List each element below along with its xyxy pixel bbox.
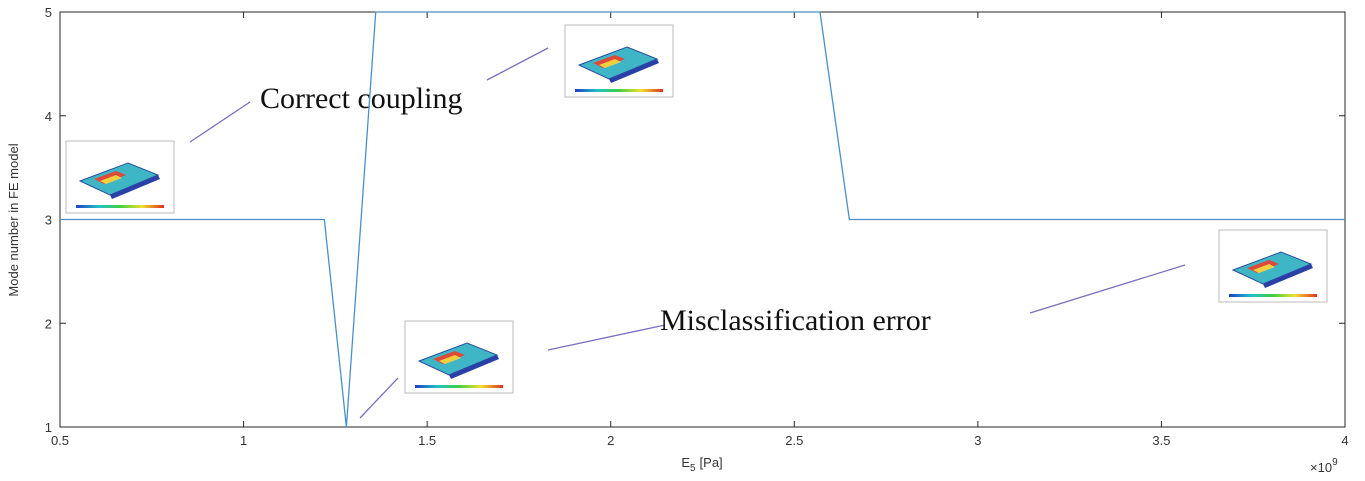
- fe-model-thumbnail: [66, 141, 174, 213]
- chart: Mode number in FE model E5[Pa] ×109 Corr…: [0, 0, 1365, 481]
- x-label-main: E: [681, 455, 690, 470]
- x-tick-label: 3.5: [1152, 433, 1170, 448]
- color-scale: [76, 205, 164, 208]
- x-axis-label: E5 [Pa]: [681, 455, 722, 474]
- x-tick-label: 2.5: [785, 433, 803, 448]
- x-tick-label: 0.5: [51, 433, 69, 448]
- fe-model-thumbnail: [1219, 230, 1327, 302]
- x-tick-label: 2: [607, 433, 614, 448]
- y-axis-label: Mode number in FE model: [6, 143, 21, 296]
- y-tick-label: 3: [45, 213, 52, 228]
- x-tick-label: 4: [1341, 433, 1348, 448]
- fe-model-thumbnail: [565, 25, 673, 97]
- y-tick-label: 4: [45, 109, 52, 124]
- x-label-subscript: 5: [690, 463, 696, 474]
- x-tick-label: 3: [974, 433, 981, 448]
- x-tick-label: 1.5: [418, 433, 436, 448]
- x-tick-label: 1: [240, 433, 247, 448]
- color-scale: [1229, 294, 1317, 297]
- x-multiplier-base: ×10: [1310, 460, 1332, 475]
- x-label-unit: [Pa]: [700, 455, 723, 470]
- color-scale: [575, 89, 663, 92]
- x-multiplier: ×109: [1310, 457, 1338, 475]
- color-scale: [415, 385, 503, 388]
- y-tick-label: 5: [45, 5, 52, 20]
- x-multiplier-exponent: 9: [1332, 457, 1338, 468]
- annotation: Correct coupling: [260, 82, 462, 115]
- y-tick-label: 2: [45, 316, 52, 331]
- annotation: Misclassification error: [660, 304, 931, 337]
- fe-model-thumbnail: [405, 321, 513, 393]
